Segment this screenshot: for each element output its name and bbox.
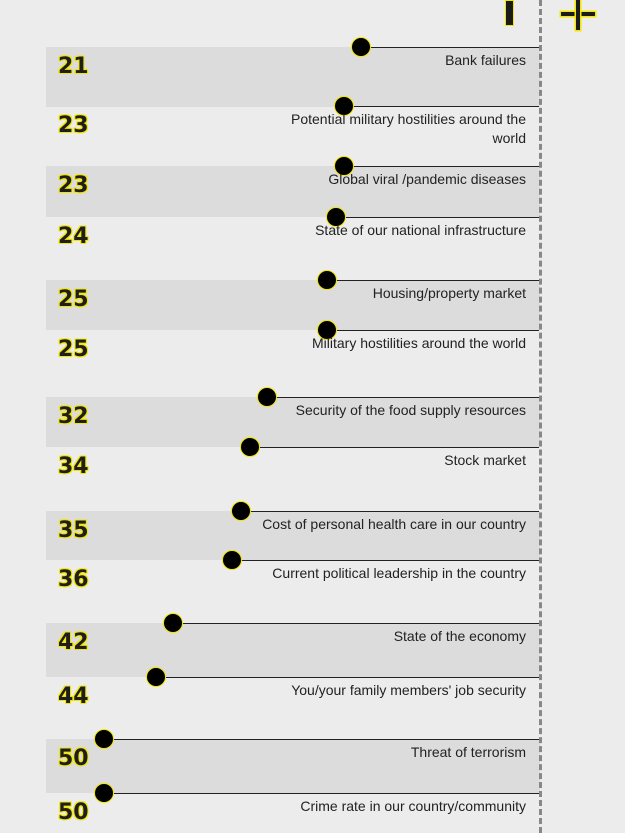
leader-line [327, 330, 539, 331]
value-label: 42 [58, 630, 89, 655]
category-label: Stock market [444, 452, 526, 468]
leader-line [104, 739, 539, 740]
category-label: Military hostilities around the world [312, 335, 526, 351]
leader-line [344, 106, 539, 107]
data-point [222, 550, 243, 570]
category-label: Potential military hostilities around th… [290, 111, 526, 146]
category-label: Bank failures [445, 52, 526, 68]
data-point [94, 783, 114, 803]
row-band [46, 739, 540, 793]
category-label: Threat of terrorism [410, 744, 526, 760]
leader-line [361, 47, 539, 48]
category-label: Crime rate in our country/community [300, 798, 526, 814]
data-point [317, 270, 337, 290]
row-band [46, 166, 540, 217]
value-label: 23 [58, 113, 89, 138]
category-label: Housing/property market [372, 285, 526, 301]
leader-line [335, 217, 539, 218]
category-label: Security of the food supply resources [295, 402, 526, 418]
category-label: State of the economy [393, 628, 526, 644]
value-label: 44 [58, 684, 89, 709]
category-label: State of our national infrastructure [315, 222, 526, 238]
leader-line [104, 793, 539, 794]
leader-line [232, 560, 539, 561]
leader-line [241, 511, 539, 512]
value-label: 25 [58, 287, 89, 312]
category-label: You/your family members' job security [291, 682, 526, 698]
leader-line [155, 677, 539, 678]
data-point [145, 667, 166, 687]
data-point [334, 96, 355, 116]
data-point [239, 437, 260, 457]
leader-line [266, 397, 539, 398]
value-label: 25 [58, 337, 89, 362]
minus-icon [505, 0, 514, 26]
data-point [351, 37, 372, 57]
data-point [334, 156, 355, 176]
row-band [46, 397, 540, 447]
row-band [46, 623, 540, 677]
row-band [46, 280, 540, 330]
value-label: 50 [58, 800, 89, 825]
category-label: Current political leadership in the coun… [272, 565, 526, 581]
dashed-axis-line [539, 0, 542, 833]
row-band [46, 511, 540, 560]
data-point [162, 613, 183, 633]
value-label: 50 [58, 746, 89, 771]
value-label: 21 [58, 54, 89, 79]
value-label: 36 [58, 567, 89, 592]
data-point [256, 387, 277, 407]
leader-line [327, 280, 539, 281]
leader-line [344, 166, 539, 167]
value-label: 35 [58, 518, 89, 543]
data-point [94, 729, 114, 749]
data-point [325, 207, 346, 227]
category-label: Global viral /pandemic diseases [328, 171, 526, 187]
value-label: 23 [58, 173, 89, 198]
value-label: 24 [58, 224, 89, 249]
value-label: 32 [58, 404, 89, 429]
row-band [46, 47, 540, 107]
value-label: 34 [58, 454, 89, 479]
category-label: Cost of personal health care in our coun… [262, 516, 526, 532]
data-point [317, 320, 337, 340]
leader-line [249, 447, 539, 448]
leader-line [172, 623, 539, 624]
data-point [231, 501, 251, 521]
plus-icon [561, 0, 595, 30]
